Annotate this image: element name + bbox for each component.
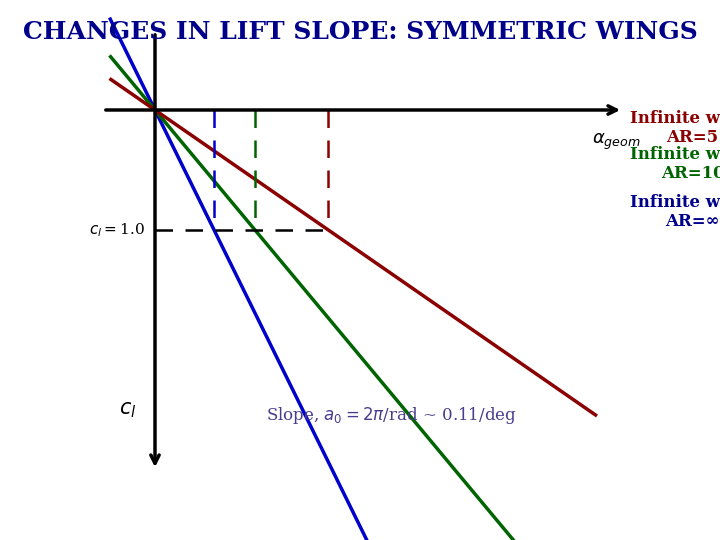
Text: Slope, $a_0 = 2\pi$/rad ~ 0.11/deg: Slope, $a_0 = 2\pi$/rad ~ 0.11/deg [266,406,516,427]
Text: Infinite wing:
AR=10: Infinite wing: AR=10 [629,146,720,183]
Text: CHANGES IN LIFT SLOPE: SYMMETRIC WINGS: CHANGES IN LIFT SLOPE: SYMMETRIC WINGS [22,20,698,44]
Text: $c_l$: $c_l$ [119,400,136,420]
Text: $c_l$$=$1.0: $c_l$$=$1.0 [89,221,145,239]
Text: Infinite wing:
AR=5: Infinite wing: AR=5 [629,110,720,146]
Text: Infinite wing:
AR=∞: Infinite wing: AR=∞ [629,194,720,230]
Text: $\alpha_{geom}$: $\alpha_{geom}$ [592,132,641,152]
